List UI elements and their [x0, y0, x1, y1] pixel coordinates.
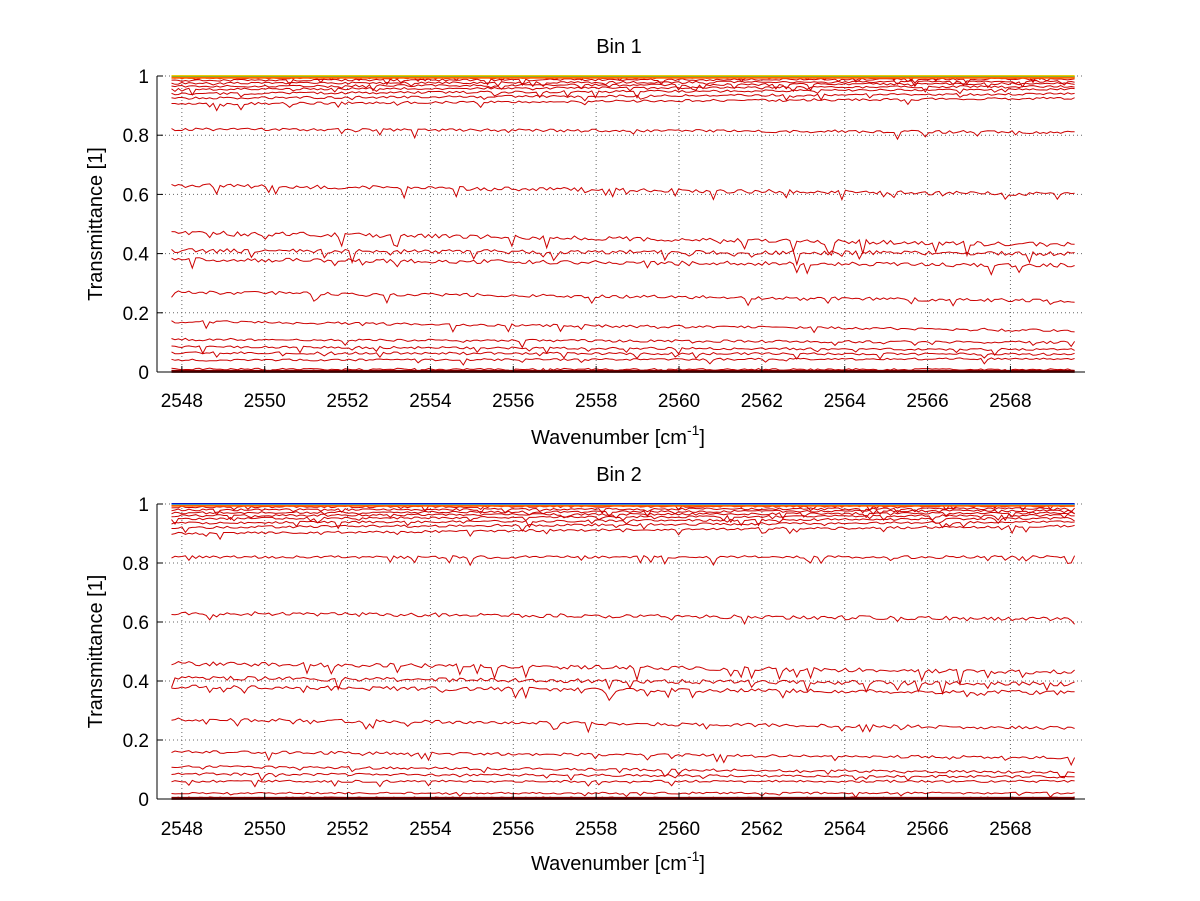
y-tick-label: 0.2 [123, 731, 149, 752]
x-tick-label: 2548 [161, 819, 203, 840]
series-line-17 [171, 337, 1076, 349]
series-line-5 [171, 82, 1075, 92]
series-line-9 [171, 524, 1075, 541]
series-line-16 [171, 750, 1076, 767]
series-line-7 [171, 87, 1075, 99]
x-axis-label-end: ] [699, 853, 705, 875]
x-axis-label-end: ] [699, 427, 705, 449]
y-tick-label: 1 [138, 67, 149, 88]
series-group [171, 75, 1076, 373]
series-line-16 [171, 320, 1075, 334]
x-tick-label: 2554 [409, 391, 452, 412]
series-line-19 [171, 351, 1075, 360]
x-tick-label: 2562 [741, 391, 783, 412]
series-group [171, 503, 1076, 800]
chart-panel-2: 2548 2550 2552 2554 2556 2558 2560 2562 2564 2566… [85, 464, 1085, 875]
chart-title: Bin 1 [596, 36, 642, 58]
series-line-14 [171, 257, 1075, 276]
x-tick-label: 2564 [824, 819, 867, 840]
y-tick-label: 0 [138, 363, 149, 384]
series-line-13 [171, 675, 1075, 696]
x-tick-label: 2568 [989, 391, 1031, 412]
chart-title: Bin 2 [596, 464, 642, 486]
x-tick-label: 2550 [244, 391, 286, 412]
y-tick-label: 0.4 [123, 245, 150, 266]
y-tick-label: 0.8 [123, 126, 149, 147]
series-line-4 [171, 509, 1075, 518]
series-line-10 [171, 555, 1076, 567]
series-line-21 [171, 367, 1075, 373]
near-one-band [171, 75, 1075, 79]
chart-panel-1: 2548 2550 2552 2554 2556 2558 2560 2562 2564 2566… [85, 36, 1085, 449]
y-tick-label: 0.6 [123, 613, 149, 634]
x-tick-label: 2566 [906, 819, 948, 840]
series-line-18 [171, 772, 1075, 782]
y-tick-label: 0 [138, 790, 149, 811]
series-line-5 [171, 511, 1075, 521]
x-axis-label-sup: -1 [687, 848, 700, 864]
series-line-18 [171, 345, 1075, 356]
series-line-3 [171, 77, 1075, 87]
x-tick-label: 2552 [326, 391, 368, 412]
x-tick-label: 2560 [658, 819, 700, 840]
y-axis-label: Transmittance [1] [85, 147, 107, 301]
series-line-20 [171, 791, 1075, 799]
y-tick-label: 0.4 [123, 672, 150, 693]
series-line-15 [171, 290, 1075, 307]
series-line-14 [171, 684, 1075, 702]
series-line-19 [171, 779, 1075, 788]
y-tick-label: 1 [138, 495, 149, 516]
series-line-12 [171, 230, 1075, 258]
x-tick-label: 2548 [161, 391, 203, 412]
series-line-15 [171, 717, 1075, 734]
x-axis-label: Wavenumber [cm-1] [531, 848, 705, 875]
x-tick-label: 2558 [575, 819, 617, 840]
x-tick-label: 2550 [244, 819, 286, 840]
series-line-9 [171, 96, 1075, 112]
x-tick-label: 2562 [741, 819, 783, 840]
x-axis-label: Wavenumber [cm-1] [531, 422, 705, 449]
series-line-6 [171, 84, 1075, 96]
y-axis-label: Transmittance [1] [85, 575, 107, 729]
x-axis-label-main: Wavenumber [cm [531, 853, 687, 875]
series-line-4 [171, 79, 1075, 88]
series-line-3 [171, 507, 1075, 516]
y-tick-label: 0.8 [123, 554, 149, 575]
x-tick-label: 2568 [989, 819, 1031, 840]
x-tick-label: 2556 [492, 391, 534, 412]
near-one-band [171, 503, 1075, 507]
x-axis-label-main: Wavenumber [cm [531, 427, 687, 449]
series-line-20 [171, 357, 1075, 366]
y-tick-label: 0.6 [123, 185, 149, 206]
series-line-7 [171, 516, 1075, 530]
x-tick-label: 2558 [575, 391, 617, 412]
series-line-12 [171, 661, 1075, 686]
x-tick-label: 2556 [492, 819, 534, 840]
series-line-10 [171, 127, 1075, 141]
gridlines [157, 75, 1085, 373]
series-line-8 [171, 92, 1075, 102]
x-tick-label: 2552 [326, 819, 368, 840]
x-tick-label: 2554 [409, 819, 452, 840]
y-tick-label: 0.2 [123, 304, 149, 325]
x-tick-label: 2560 [658, 391, 700, 412]
series-line-11 [171, 611, 1075, 626]
series-line-11 [171, 183, 1075, 202]
series-line-8 [171, 520, 1075, 534]
series-line-13 [171, 248, 1075, 267]
x-tick-label: 2566 [906, 391, 948, 412]
series-line-17 [171, 765, 1075, 779]
x-axis-label-sup: -1 [687, 422, 700, 438]
x-tick-label: 2564 [824, 391, 867, 412]
